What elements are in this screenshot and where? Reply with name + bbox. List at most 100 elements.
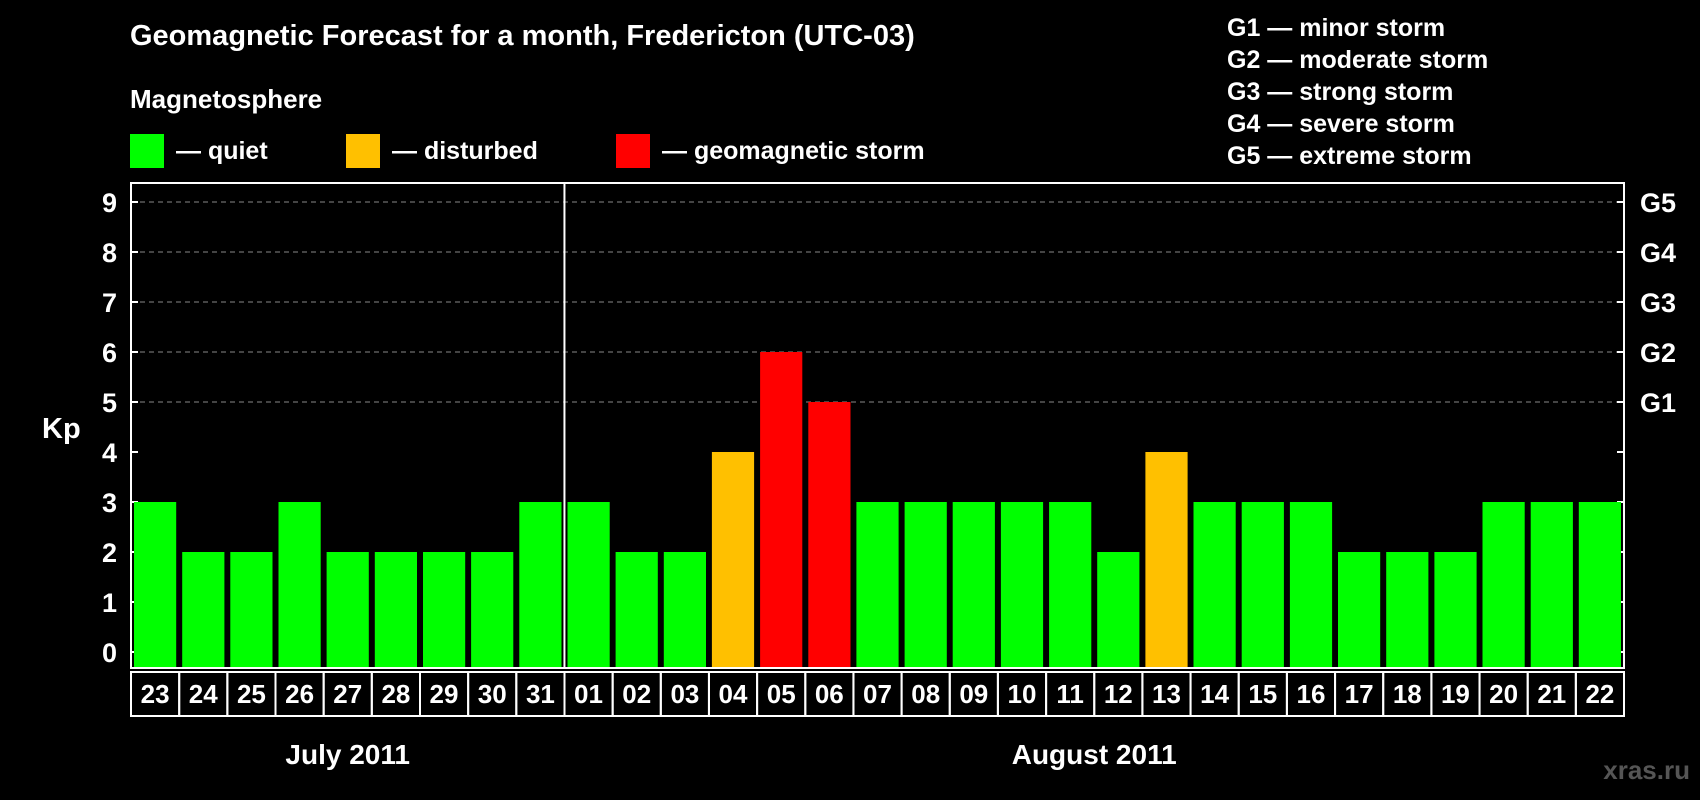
bar-16 [904, 502, 947, 667]
legend-storm: — geomagnetic storm [616, 134, 925, 168]
g-legend-g2: G2 — moderate storm [1227, 46, 1489, 74]
date-label-8: 31 [526, 679, 555, 709]
date-label-12: 04 [719, 679, 748, 709]
date-cell-30 [1574, 671, 1626, 717]
date-label-13: 05 [767, 679, 796, 709]
month-label-1: August 2011 [1012, 739, 1177, 770]
g-tick-label-g1: G1 [1640, 388, 1676, 418]
bar-4 [326, 552, 369, 667]
date-label-1: 24 [189, 679, 218, 709]
legend-disturbed-swatch [346, 134, 380, 168]
date-label-18: 10 [1008, 679, 1037, 709]
bar-1 [182, 552, 225, 667]
date-label-10: 02 [622, 679, 651, 709]
legend-quiet-swatch [130, 134, 164, 168]
legend-quiet: — quiet [130, 134, 268, 168]
date-label-16: 08 [911, 679, 940, 709]
legend-disturbed-label: — disturbed [392, 136, 538, 165]
bar-29 [1530, 502, 1573, 667]
y-tick-label-6: 6 [102, 338, 117, 368]
y-tick-label-9: 9 [102, 188, 117, 218]
y-tick-label-4: 4 [102, 438, 117, 468]
bar-6 [423, 552, 466, 667]
y-tick-label-8: 8 [102, 238, 117, 268]
month-label-0: July 2011 [285, 739, 410, 770]
legend-storm-label: — geomagnetic storm [662, 136, 925, 165]
bar-25 [1338, 552, 1381, 667]
date-label-2: 25 [237, 679, 266, 709]
date-label-28: 20 [1489, 679, 1518, 709]
date-label-9: 01 [574, 679, 603, 709]
date-label-4: 27 [333, 679, 362, 709]
g-tick-label-g2: G2 [1640, 338, 1676, 368]
plot-frame [130, 182, 1625, 669]
bar-5 [374, 552, 417, 667]
legend-quiet-label: — quiet [176, 136, 268, 165]
bar-7 [471, 552, 514, 667]
y-tick-label-2: 2 [102, 538, 117, 568]
date-label-20: 12 [1104, 679, 1133, 709]
bar-19 [1049, 502, 1092, 667]
date-label-27: 19 [1441, 679, 1470, 709]
date-label-3: 26 [285, 679, 314, 709]
g-legend-g5: G5 — extreme storm [1227, 142, 1472, 170]
bar-14 [808, 402, 851, 667]
y-tick-label-1: 1 [102, 588, 117, 618]
bar-13 [760, 352, 803, 667]
bar-22 [1193, 502, 1236, 667]
bar-9 [567, 502, 610, 667]
bar-11 [663, 552, 706, 667]
bar-26 [1386, 552, 1429, 667]
bar-10 [615, 552, 658, 667]
g-tick-label-g5: G5 [1640, 188, 1676, 218]
date-label-22: 14 [1200, 679, 1229, 709]
date-label-25: 17 [1345, 679, 1374, 709]
date-label-21: 13 [1152, 679, 1181, 709]
y-tick-label-7: 7 [102, 288, 117, 318]
date-label-6: 29 [430, 679, 459, 709]
bar-17 [952, 502, 995, 667]
g-tick-label-g3: G3 [1640, 288, 1676, 318]
g-tick-label-g4: G4 [1640, 238, 1676, 268]
g-legend-g1: G1 — minor storm [1227, 14, 1446, 42]
bar-23 [1241, 502, 1284, 667]
legend-disturbed: — disturbed [346, 134, 538, 168]
bar-2 [230, 552, 273, 667]
y-tick-label-5: 5 [102, 388, 117, 418]
date-label-7: 30 [478, 679, 507, 709]
date-label-26: 18 [1393, 679, 1422, 709]
bar-20 [1097, 552, 1140, 667]
date-label-23: 15 [1248, 679, 1277, 709]
date-label-19: 11 [1056, 679, 1084, 709]
bar-18 [1000, 502, 1044, 667]
date-label-0: 23 [141, 679, 170, 709]
date-label-29: 21 [1537, 679, 1566, 709]
g-legend-g3: G3 — strong storm [1227, 78, 1454, 106]
bar-15 [856, 502, 899, 667]
bar-8 [519, 502, 562, 667]
chart-title: Geomagnetic Forecast for a month, Freder… [130, 20, 915, 52]
bar-21 [1145, 452, 1188, 667]
y-axis-label: Kp [42, 413, 81, 445]
date-label-17: 09 [959, 679, 988, 709]
bar-30 [1578, 502, 1621, 667]
date-label-11: 03 [670, 679, 699, 709]
bar-3 [278, 502, 321, 667]
legend-storm-swatch [616, 134, 650, 168]
g-scale-legend: G1 — minor storm G2 — moderate storm G3 … [1227, 12, 1488, 172]
bar-27 [1434, 552, 1477, 667]
bar-0 [134, 502, 177, 667]
bar-24 [1289, 502, 1333, 667]
watermark: xras.ru [1603, 755, 1690, 785]
g-legend-g4: G4 — severe storm [1227, 110, 1455, 138]
y-tick-label-3: 3 [102, 488, 117, 518]
date-label-14: 06 [815, 679, 844, 709]
date-label-15: 07 [863, 679, 892, 709]
date-label-24: 16 [1297, 679, 1326, 709]
date-label-5: 28 [381, 679, 410, 709]
bar-12 [711, 452, 755, 667]
bar-28 [1482, 502, 1525, 667]
legend-heading: Magnetosphere [130, 84, 323, 114]
y-tick-label-0: 0 [102, 638, 117, 668]
